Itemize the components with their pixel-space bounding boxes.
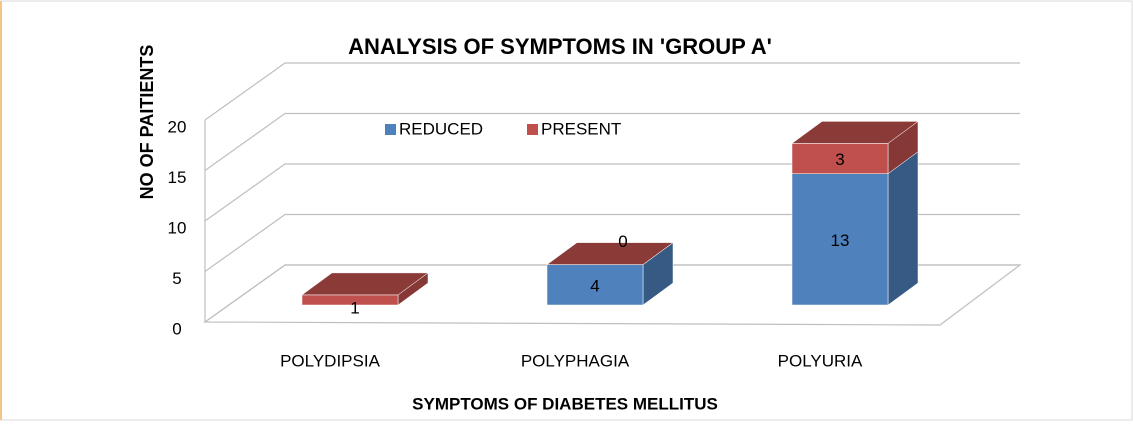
bar-top xyxy=(546,242,674,265)
y-tick-label: 10 xyxy=(168,218,187,237)
bar-segment xyxy=(791,120,919,175)
bar-front xyxy=(546,264,644,306)
x-tick-label: POLYPHAGIA xyxy=(521,351,630,370)
legend-swatch xyxy=(527,124,538,135)
y-tick-label: 0 xyxy=(172,319,181,338)
bar-top xyxy=(301,272,429,296)
bar-front xyxy=(791,173,889,306)
x-axis-title: SYMPTOMS OF DIABETES MELLITUS xyxy=(412,394,718,413)
y-tick-label: 5 xyxy=(172,269,181,288)
bar-top xyxy=(791,121,919,144)
y-tick-label: 15 xyxy=(168,168,187,187)
data-label: 13 xyxy=(831,231,850,250)
data-label: 3 xyxy=(835,150,844,169)
legend-label: REDUCED xyxy=(399,119,483,138)
chart-title: ANALYSIS OF SYMPTOMS IN 'GROUP A' xyxy=(348,34,772,59)
bar-front xyxy=(791,143,889,174)
bar-segment xyxy=(791,151,919,306)
data-label: 1 xyxy=(350,298,359,317)
x-tick-label: POLYURIA xyxy=(778,351,863,370)
grid-line xyxy=(204,163,1020,222)
grid-line xyxy=(204,112,1020,171)
legend-swatch xyxy=(385,124,396,135)
grid-line xyxy=(204,264,1020,323)
bar-segment xyxy=(546,242,674,265)
bar-side xyxy=(887,151,919,306)
grid-line xyxy=(204,62,1020,121)
bar-segment xyxy=(301,272,429,306)
x-tick-label: POLYDIPSIA xyxy=(280,351,380,370)
data-label: 4 xyxy=(590,276,599,295)
grid-line xyxy=(204,213,1020,272)
y-tick-label: 20 xyxy=(168,117,187,136)
y-axis-title: NO OF PAITIENTS xyxy=(137,45,157,200)
legend-label: PRESENT xyxy=(541,119,621,138)
data-label: 0 xyxy=(618,232,627,251)
